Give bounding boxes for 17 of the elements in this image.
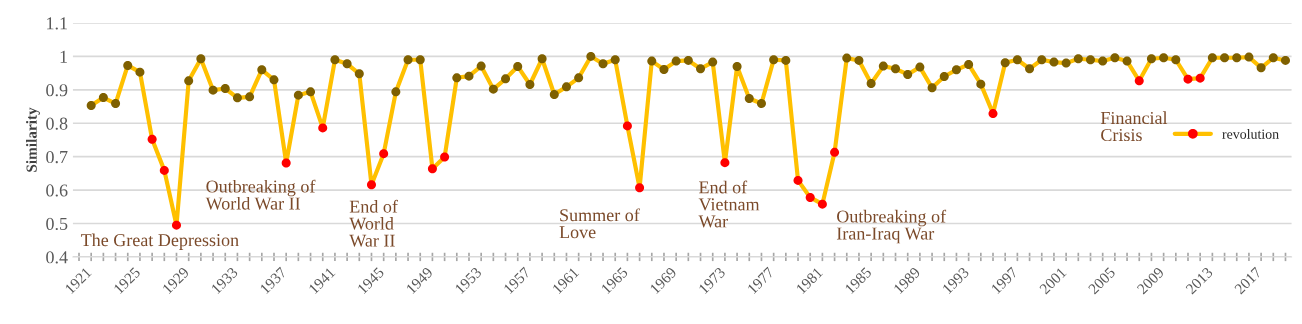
y-axis-title: Similarity — [26, 107, 40, 172]
annotation: End of Vietnam War — [698, 180, 760, 228]
annotation: Outbreaking of World War II — [205, 179, 316, 210]
y-tick-label: 0.8 — [46, 117, 68, 130]
y-tick-label: 0.6 — [46, 184, 68, 197]
annotation: End of World War II — [349, 199, 398, 247]
legend-label: revolution — [1222, 129, 1279, 139]
annotation: The Great Depression — [80, 233, 239, 250]
y-tick-label: 0.4 — [46, 251, 68, 264]
y-tick-label: 0.9 — [46, 84, 68, 97]
annotation: Financial Crisis — [1100, 111, 1168, 142]
annotation: Summer of Love — [559, 208, 640, 239]
annotation: Outbreaking of Iran-Iraq War — [836, 209, 947, 244]
y-tick-label: 1.1 — [47, 17, 67, 30]
y-tick-label: 0.7 — [46, 150, 68, 164]
y-tick-label: 1 — [60, 50, 67, 63]
y-tick-label: 0.5 — [46, 217, 68, 231]
